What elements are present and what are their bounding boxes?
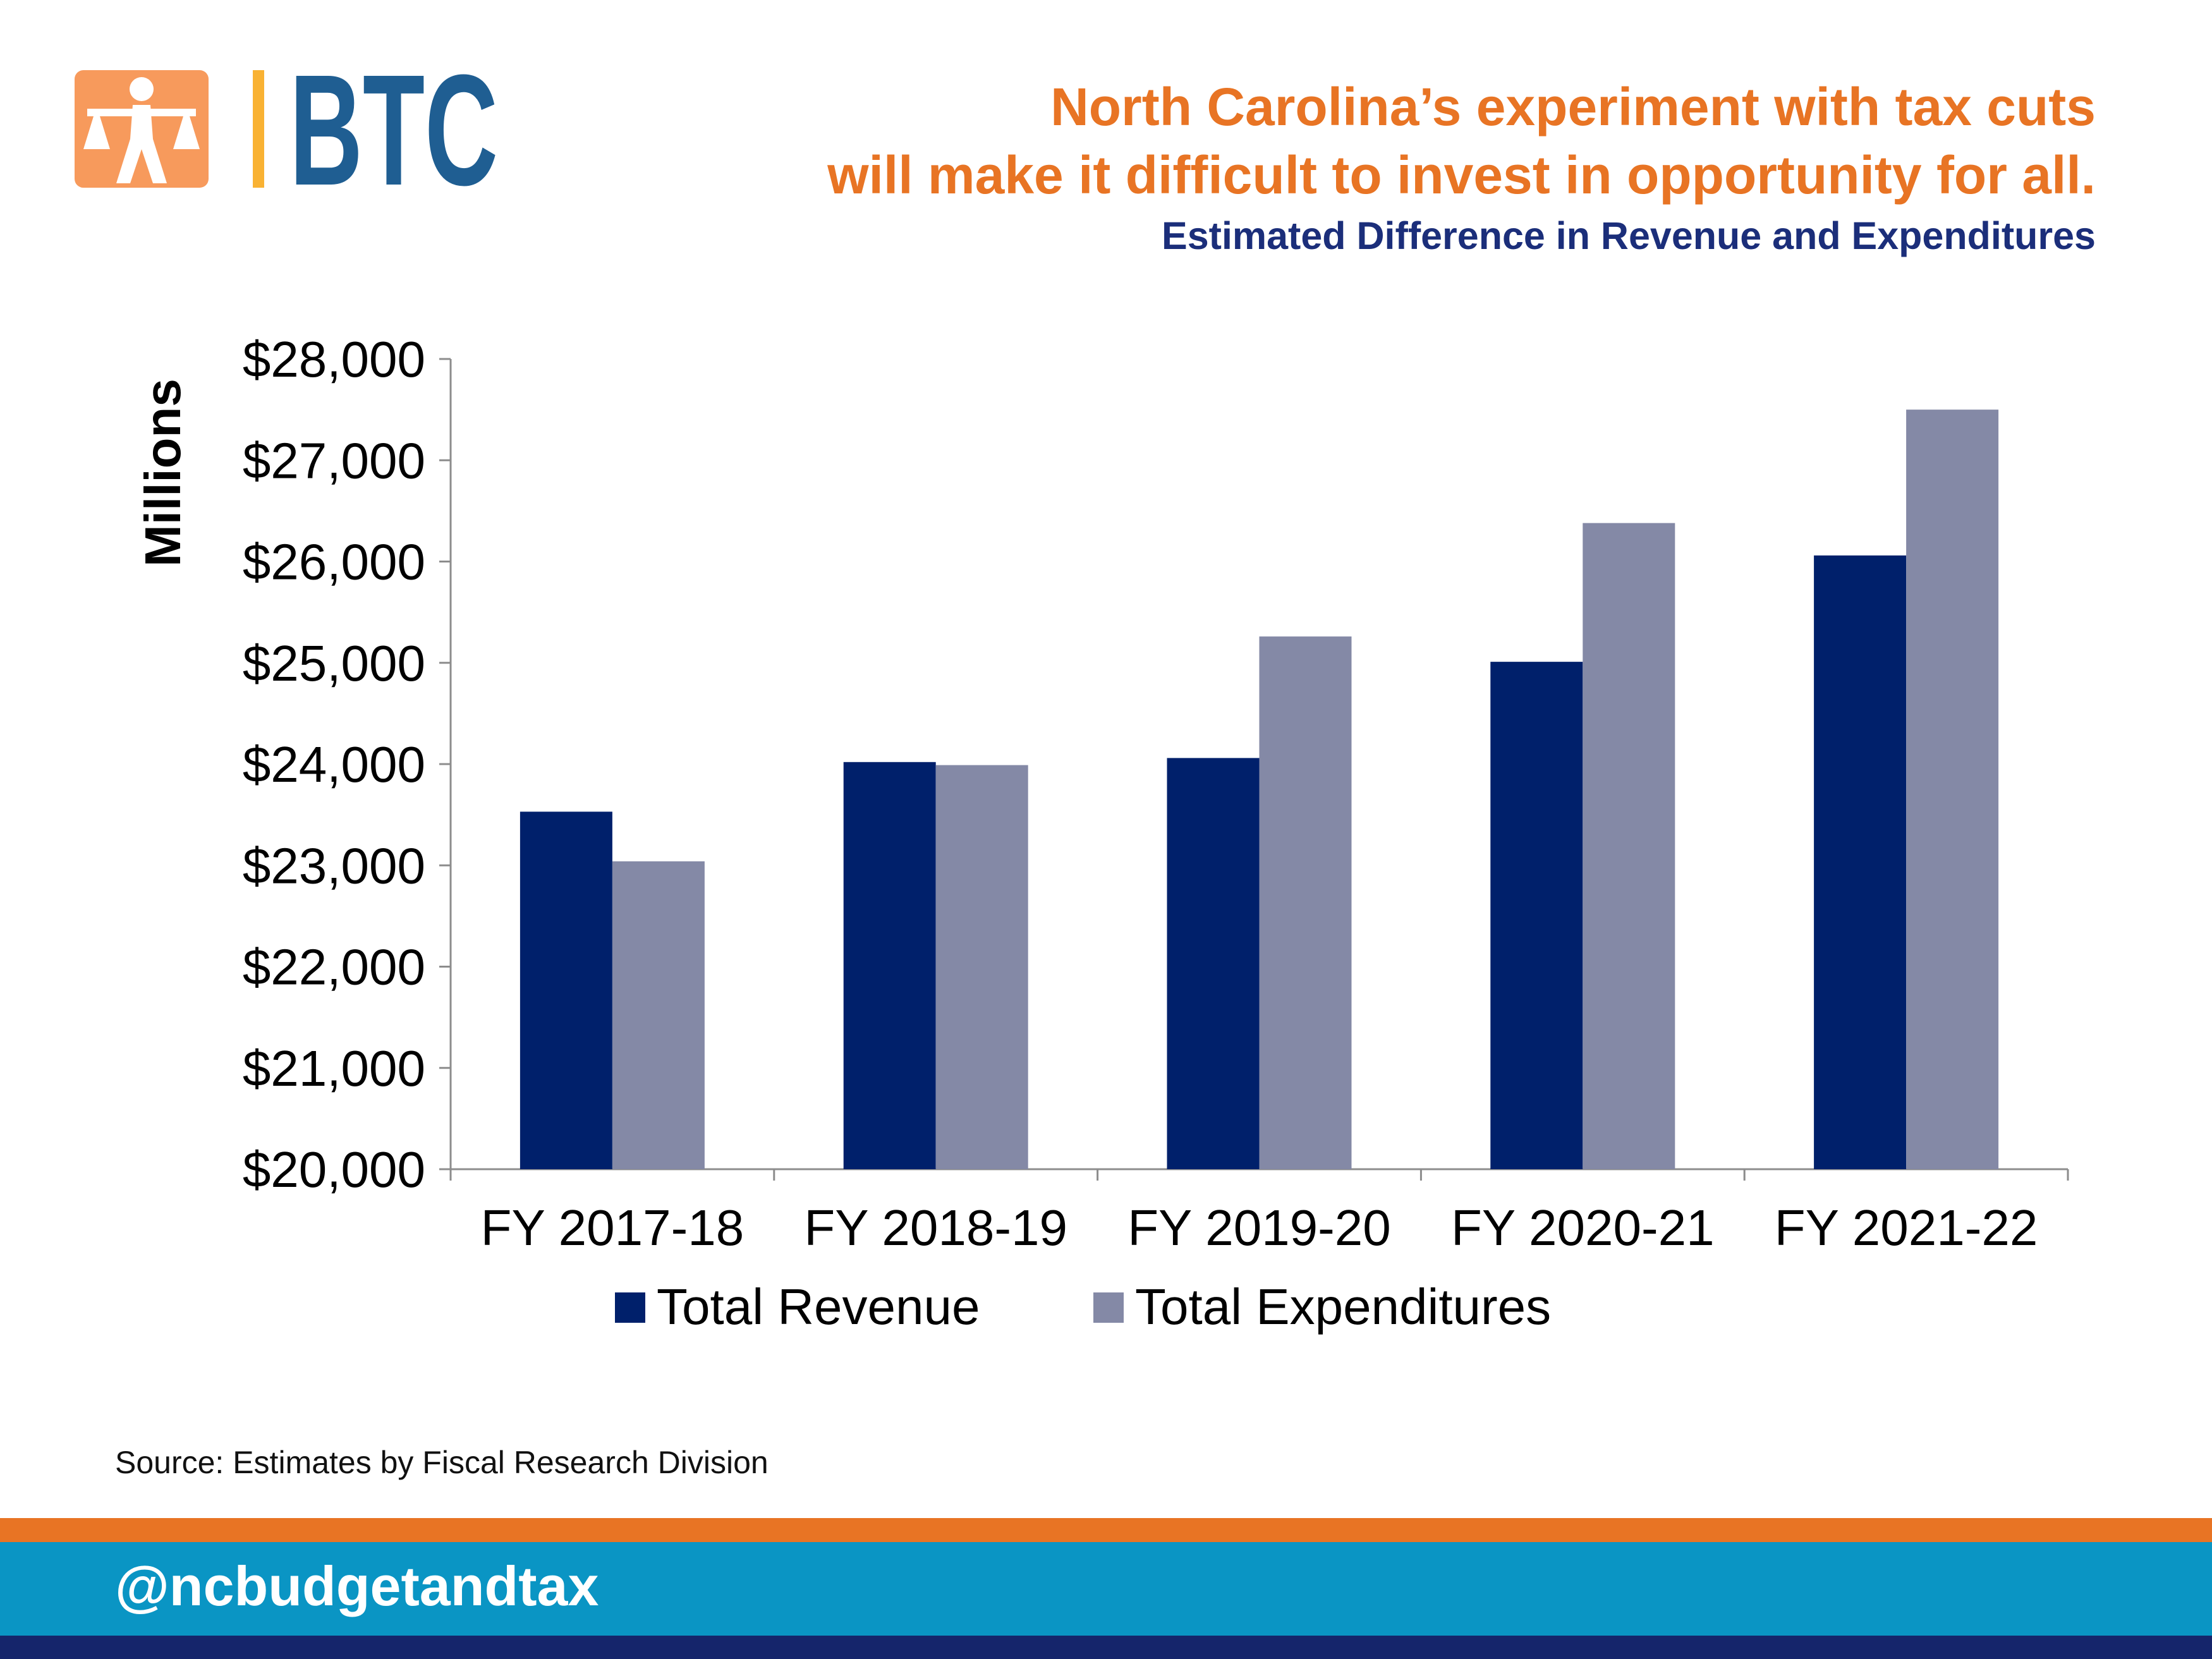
logo-text: BTC [289, 68, 498, 191]
x-tick-label: FY 2020-21 [1451, 1200, 1715, 1256]
bar-total-revenue [1167, 758, 1260, 1169]
y-axis-title: Millions [135, 379, 191, 567]
bar-total-revenue [520, 811, 612, 1169]
source-note: Source: Estimates by Fiscal Research Div… [115, 1445, 769, 1480]
y-tick-label: $27,000 [243, 432, 425, 489]
bar-total-revenue [1490, 662, 1583, 1169]
legend-swatch-total-revenue [615, 1292, 645, 1323]
legend-swatch-total-expenditures [1093, 1292, 1124, 1323]
legend-label: Total Expenditures [1135, 1279, 1551, 1335]
footer-stripe-orange [0, 1518, 2212, 1542]
y-tick-label: $24,000 [243, 736, 425, 793]
x-tick-label: FY 2018-19 [804, 1200, 1067, 1256]
y-tick-label: $26,000 [243, 534, 425, 590]
x-tick-label: FY 2021-22 [1775, 1200, 2038, 1256]
chart-subtitle: Estimated Difference in Revenue and Expe… [1162, 214, 2096, 257]
footer-band [0, 1542, 2212, 1636]
title-block: North Carolina’s experiment with tax cut… [453, 73, 2096, 261]
footer-stripe-navy [0, 1636, 2212, 1659]
legend-label: Total Revenue [657, 1279, 980, 1335]
bar-total-expenditures [612, 861, 705, 1169]
y-tick-label: $21,000 [243, 1040, 425, 1097]
chart-title-line-2: will make it difficult to invest in oppo… [827, 145, 2096, 205]
bar-total-revenue [843, 762, 936, 1169]
justice-figure-icon [75, 70, 209, 188]
x-tick-label: FY 2017-18 [481, 1200, 744, 1256]
x-tick-label: FY 2019-20 [1127, 1200, 1391, 1256]
bar-total-expenditures [1583, 523, 1675, 1169]
y-tick-label: $25,000 [243, 635, 425, 691]
y-tick-label: $23,000 [243, 837, 425, 894]
btc-logo: BTC [75, 68, 498, 191]
bar-total-revenue [1814, 555, 1907, 1169]
y-tick-label: $22,000 [243, 939, 425, 995]
logo-divider [253, 70, 264, 188]
twitter-handle[interactable]: @ncbudgetandtax [115, 1555, 599, 1617]
chart-title-line-1: North Carolina’s experiment with tax cut… [1050, 77, 2096, 137]
y-tick-label: $28,000 [243, 331, 425, 387]
y-tick-label: $20,000 [243, 1141, 425, 1198]
bar-total-expenditures [1906, 410, 1999, 1169]
bar-total-expenditures [935, 765, 1028, 1169]
bar-total-expenditures [1259, 636, 1352, 1169]
